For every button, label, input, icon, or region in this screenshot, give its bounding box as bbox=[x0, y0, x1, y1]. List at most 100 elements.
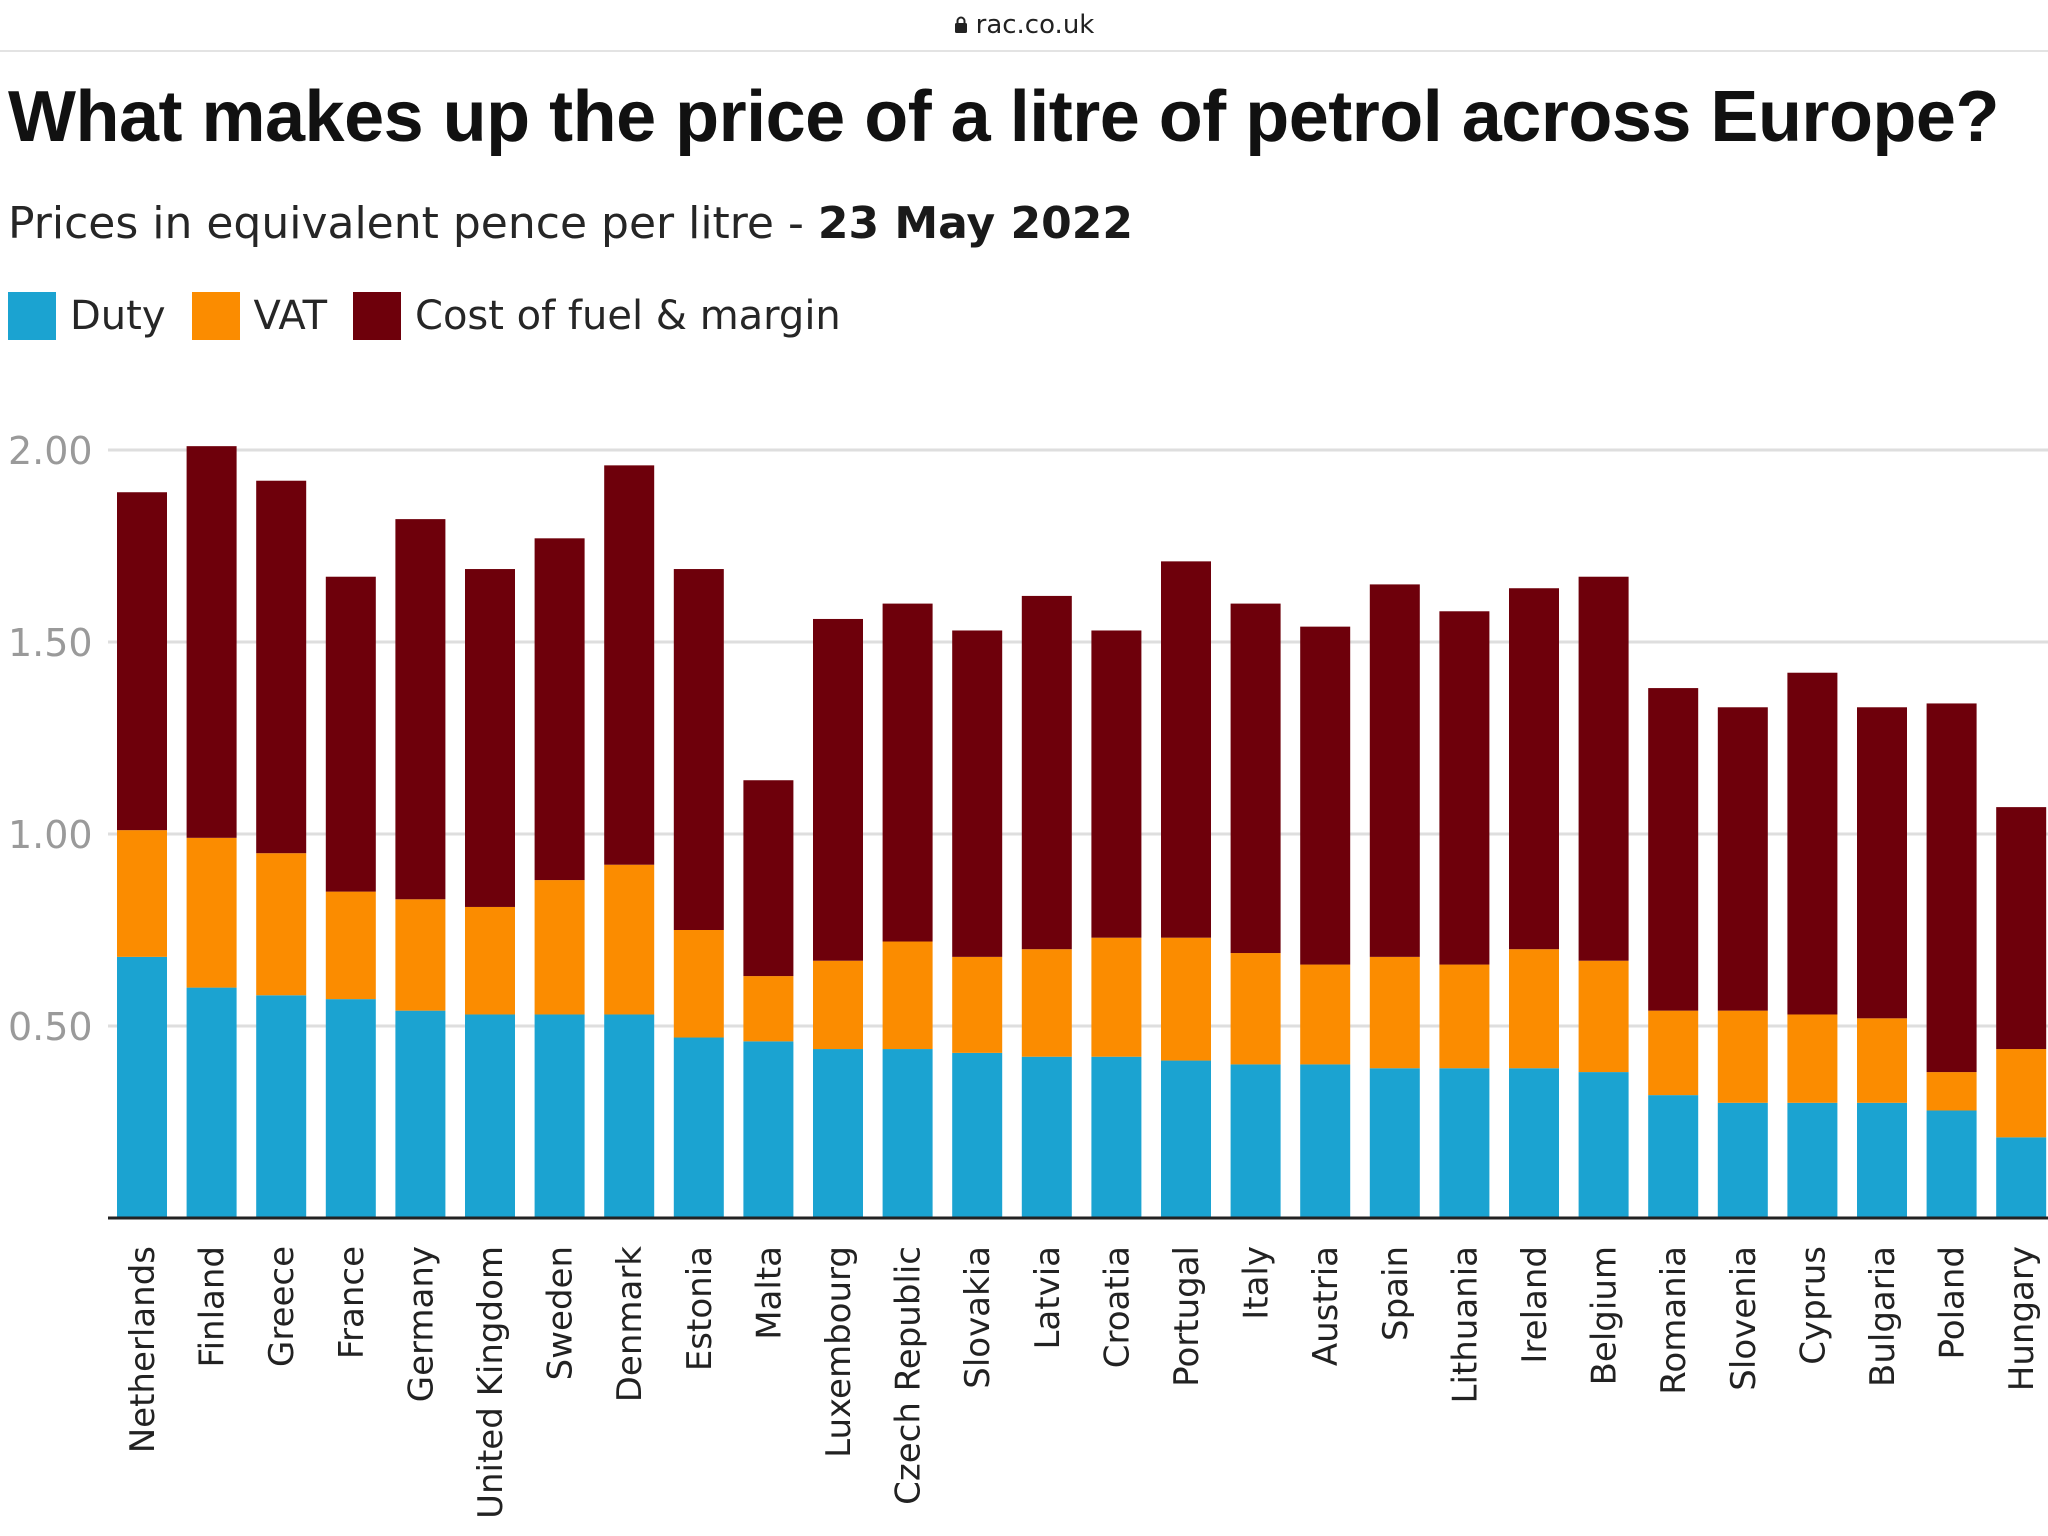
x-tick-label-france: France bbox=[332, 1246, 372, 1359]
legend-item-duty: Duty bbox=[8, 292, 166, 340]
x-tick-label-germany: Germany bbox=[401, 1246, 441, 1402]
x-tick-label-hungary: Hungary bbox=[2002, 1246, 2042, 1391]
subtitle-text: Prices in equivalent pence per litre - bbox=[8, 198, 818, 249]
bar-netherlands-cost-of-fuel-margin bbox=[117, 492, 167, 831]
bar-austria-duty bbox=[1300, 1064, 1351, 1218]
x-tick-label-czech-republic: Czech Republic bbox=[889, 1246, 929, 1505]
bar-greece-duty bbox=[256, 995, 307, 1218]
y-tick-label-1-50: 1.50 bbox=[8, 621, 93, 665]
legend-swatch-cost bbox=[353, 292, 402, 340]
browser-url-bar: rac.co.uk bbox=[0, 0, 2048, 52]
chart-subtitle: Prices in equivalent pence per litre - 2… bbox=[8, 198, 1133, 249]
bar-slovenia-duty bbox=[1717, 1102, 1768, 1218]
chart-legend: Duty VAT Cost of fuel & margin bbox=[8, 292, 867, 340]
bar-lithuania-duty bbox=[1439, 1068, 1490, 1218]
bar-slovakia-cost-of-fuel-margin bbox=[952, 630, 1003, 957]
bar-estonia-duty bbox=[673, 1037, 724, 1218]
bar-ireland-vat bbox=[1509, 949, 1559, 1069]
bar-bulgaria-vat bbox=[1857, 1018, 1907, 1103]
bar-slovakia-vat bbox=[952, 956, 1003, 1053]
bar-croatia-cost-of-fuel-margin bbox=[1091, 630, 1142, 938]
bar-lithuania-cost-of-fuel-margin bbox=[1439, 611, 1490, 965]
lock-icon bbox=[954, 16, 967, 33]
bar-austria-vat bbox=[1300, 964, 1351, 1065]
bar-finland-duty bbox=[186, 987, 237, 1218]
bar-france-cost-of-fuel-margin bbox=[325, 576, 376, 892]
url-text: rac.co.uk bbox=[975, 10, 1095, 40]
bar-sweden-duty bbox=[534, 1014, 585, 1218]
bar-lithuania-vat bbox=[1439, 964, 1490, 1069]
x-tick-label-austria: Austria bbox=[1306, 1246, 1346, 1366]
bar-united-kingdom-cost-of-fuel-margin bbox=[465, 569, 515, 907]
bar-greece-cost-of-fuel-margin bbox=[256, 480, 307, 854]
x-tick-label-ireland: Ireland bbox=[1515, 1246, 1555, 1364]
x-tick-label-spain: Spain bbox=[1376, 1246, 1416, 1341]
y-tick-label-0-50: 0.50 bbox=[8, 1005, 93, 1049]
x-tick-label-croatia: Croatia bbox=[1097, 1246, 1137, 1368]
bar-spain-vat bbox=[1369, 956, 1420, 1069]
bar-france-vat bbox=[325, 891, 376, 1000]
bar-hungary-cost-of-fuel-margin bbox=[1996, 807, 2047, 1050]
x-tick-label-belgium: Belgium bbox=[1585, 1246, 1625, 1385]
bar-netherlands-vat bbox=[117, 830, 167, 957]
x-tick-label-united-kingdom: United Kingdom bbox=[471, 1246, 511, 1519]
bar-cyprus-duty bbox=[1787, 1102, 1838, 1218]
bar-italy-duty bbox=[1230, 1064, 1281, 1218]
bar-denmark-cost-of-fuel-margin bbox=[604, 465, 655, 865]
bar-sweden-cost-of-fuel-margin bbox=[534, 538, 585, 881]
bar-latvia-cost-of-fuel-margin bbox=[1021, 595, 1072, 950]
bar-portugal-vat bbox=[1161, 937, 1211, 1061]
url-display[interactable]: rac.co.uk bbox=[954, 10, 1095, 40]
x-tick-label-luxembourg: Luxembourg bbox=[819, 1246, 859, 1458]
bar-luxembourg-cost-of-fuel-margin bbox=[813, 618, 863, 961]
x-tick-label-slovenia: Slovenia bbox=[1724, 1246, 1764, 1391]
legend-swatch-vat bbox=[191, 292, 240, 340]
bar-slovenia-vat bbox=[1717, 1010, 1768, 1103]
bar-croatia-duty bbox=[1091, 1056, 1142, 1218]
bar-cyprus-cost-of-fuel-margin bbox=[1787, 672, 1838, 1015]
bar-portugal-duty bbox=[1161, 1060, 1211, 1218]
bar-czech-republic-duty bbox=[882, 1049, 933, 1218]
chart-title: What makes up the price of a litre of pe… bbox=[8, 77, 1999, 157]
bar-romania-cost-of-fuel-margin bbox=[1648, 688, 1699, 1011]
x-tick-label-poland: Poland bbox=[1933, 1246, 1973, 1360]
bar-portugal-cost-of-fuel-margin bbox=[1161, 561, 1211, 938]
bar-estonia-vat bbox=[673, 930, 724, 1038]
x-tick-label-lithuania: Lithuania bbox=[1445, 1246, 1485, 1403]
bar-malta-vat bbox=[743, 976, 794, 1042]
bar-cyprus-vat bbox=[1787, 1014, 1838, 1103]
x-tick-label-sweden: Sweden bbox=[541, 1246, 581, 1380]
legend-label-cost: Cost of fuel & margin bbox=[415, 293, 841, 339]
x-tick-label-romania: Romania bbox=[1654, 1246, 1694, 1395]
bar-germany-cost-of-fuel-margin bbox=[395, 519, 446, 900]
legend-item-vat: VAT bbox=[191, 292, 327, 340]
x-tick-label-portugal: Portugal bbox=[1167, 1246, 1207, 1387]
legend-item-cost: Cost of fuel & margin bbox=[353, 292, 841, 340]
bar-austria-cost-of-fuel-margin bbox=[1300, 626, 1351, 965]
bar-hungary-vat bbox=[1996, 1049, 2047, 1138]
bar-belgium-duty bbox=[1578, 1072, 1629, 1218]
x-tick-label-bulgaria: Bulgaria bbox=[1863, 1246, 1903, 1387]
bar-czech-republic-cost-of-fuel-margin bbox=[882, 603, 933, 942]
bar-finland-vat bbox=[186, 837, 237, 988]
bar-poland-duty bbox=[1926, 1110, 1977, 1218]
bar-sweden-vat bbox=[534, 880, 585, 1015]
x-tick-label-finland: Finland bbox=[193, 1246, 233, 1368]
bar-spain-duty bbox=[1369, 1068, 1420, 1218]
bar-poland-vat bbox=[1926, 1072, 1977, 1111]
bar-poland-cost-of-fuel-margin bbox=[1926, 703, 1977, 1073]
subtitle-date: 23 May 2022 bbox=[817, 198, 1133, 249]
bar-latvia-duty bbox=[1021, 1056, 1072, 1218]
x-tick-label-latvia: Latvia bbox=[1028, 1246, 1068, 1350]
legend-label-duty: Duty bbox=[70, 293, 166, 339]
y-tick-label-1-00: 1.00 bbox=[8, 813, 93, 857]
x-tick-label-slovakia: Slovakia bbox=[958, 1246, 998, 1389]
bar-malta-duty bbox=[743, 1041, 794, 1218]
x-tick-label-denmark: Denmark bbox=[610, 1246, 650, 1403]
x-tick-label-italy: Italy bbox=[1237, 1246, 1277, 1320]
bar-finland-cost-of-fuel-margin bbox=[186, 446, 237, 838]
x-tick-label-greece: Greece bbox=[262, 1246, 302, 1367]
bar-czech-republic-vat bbox=[882, 941, 933, 1050]
bar-estonia-cost-of-fuel-margin bbox=[673, 569, 724, 930]
bar-germany-duty bbox=[395, 1010, 446, 1218]
